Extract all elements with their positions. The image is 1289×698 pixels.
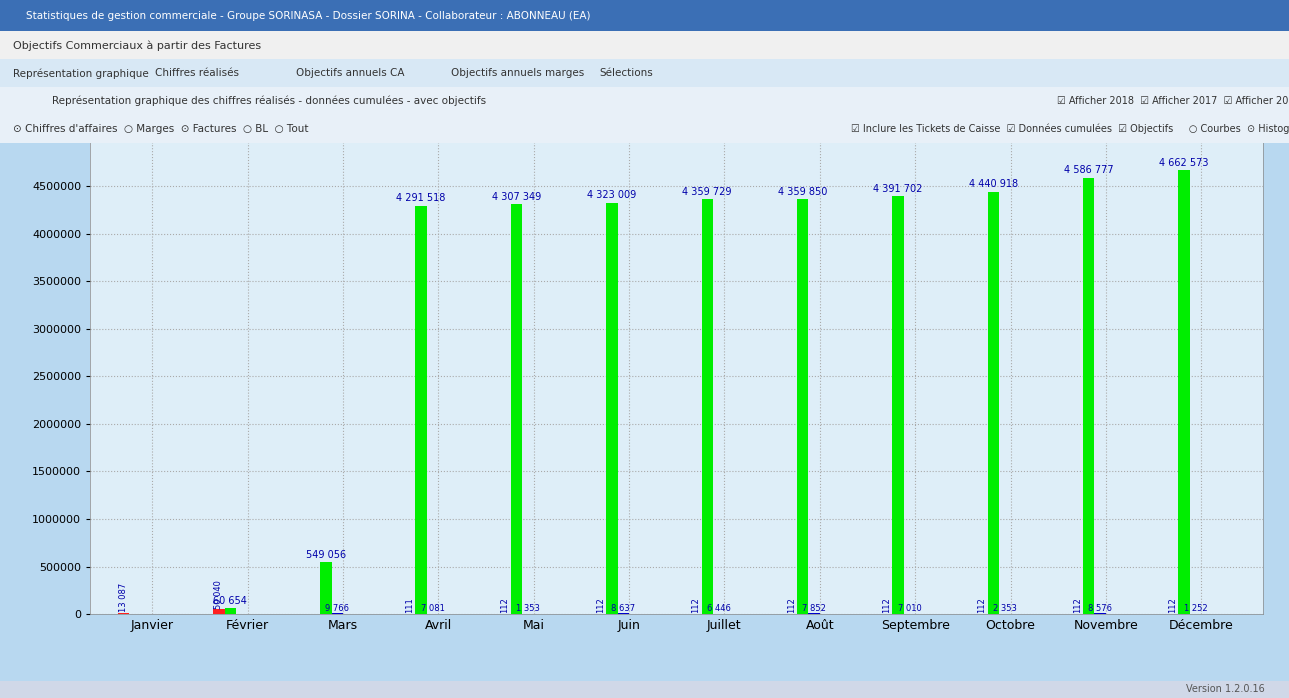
Text: 60 654: 60 654 <box>214 596 247 606</box>
Text: 8 576: 8 576 <box>1088 604 1112 613</box>
Text: 4 359 729: 4 359 729 <box>682 187 732 197</box>
Text: Statistiques de gestion commerciale - Groupe SORINASA - Dossier SORINA - Collabo: Statistiques de gestion commerciale - Gr… <box>26 10 590 21</box>
Text: Objectifs annuels marges: Objectifs annuels marges <box>451 68 584 78</box>
Text: 50 040: 50 040 <box>214 580 223 609</box>
Title: Chiffre d’affaires réalisé 2018: Chiffre d’affaires réalisé 2018 <box>536 66 817 84</box>
Text: 13 087: 13 087 <box>119 583 128 612</box>
Text: 4 440 918: 4 440 918 <box>969 179 1018 189</box>
Text: Chiffres réalisés: Chiffres réalisés <box>155 68 238 78</box>
Bar <box>510 205 522 614</box>
Text: 6 446: 6 446 <box>706 604 731 613</box>
Text: Objectifs annuels CA: Objectifs annuels CA <box>296 68 405 78</box>
Bar <box>987 191 999 614</box>
Bar <box>1178 170 1190 614</box>
Text: 112: 112 <box>1072 597 1081 614</box>
Text: 112: 112 <box>691 597 700 614</box>
Text: ☑ Afficher 2018  ☑ Afficher 2017  ☑ Afficher 2016: ☑ Afficher 2018 ☑ Afficher 2017 ☑ Affich… <box>1057 96 1289 106</box>
Text: Représentation graphique des chiffres réalisés - données cumulées - avec objecti: Représentation graphique des chiffres ré… <box>52 96 486 107</box>
Text: 112: 112 <box>500 597 509 614</box>
Text: 549 056: 549 056 <box>305 549 345 560</box>
Bar <box>1083 178 1094 614</box>
Bar <box>606 202 617 614</box>
Text: 4 586 777: 4 586 777 <box>1063 165 1114 175</box>
Text: Représentation graphique: Représentation graphique <box>13 68 148 79</box>
Bar <box>117 613 129 614</box>
Text: Version 1.2.0.16: Version 1.2.0.16 <box>1186 684 1265 695</box>
Bar <box>213 609 224 614</box>
Text: 4 662 573: 4 662 573 <box>1159 158 1209 168</box>
Text: 112: 112 <box>977 597 986 614</box>
Bar <box>224 609 236 614</box>
Text: 1 252: 1 252 <box>1183 604 1208 614</box>
Text: 4 307 349: 4 307 349 <box>492 192 541 202</box>
Bar <box>320 562 331 614</box>
Text: 4 359 850: 4 359 850 <box>779 187 828 197</box>
Text: ⊙ Chiffres d'affaires  ○ Marges  ⊙ Factures  ○ BL  ○ Tout: ⊙ Chiffres d'affaires ○ Marges ⊙ Facture… <box>13 124 308 134</box>
Legend: CA 2018, CA 2017, CA 2016, Objectifs 2018, Objectifs 2017, Objectifs 2016: CA 2018, CA 2017, CA 2016, Objectifs 201… <box>376 28 977 47</box>
Text: 4 323 009: 4 323 009 <box>588 191 637 200</box>
Text: 112: 112 <box>882 597 891 614</box>
Text: 112: 112 <box>786 597 795 614</box>
Text: 4 391 702: 4 391 702 <box>873 184 923 194</box>
Text: 2 353: 2 353 <box>993 604 1017 614</box>
Bar <box>701 199 713 614</box>
Text: 4 291 518: 4 291 518 <box>397 193 446 203</box>
Text: 7 081: 7 081 <box>420 604 445 613</box>
Text: ☑ Inclure les Tickets de Caisse  ☑ Données cumulées  ☑ Objectifs     ○ Courbes  : ☑ Inclure les Tickets de Caisse ☑ Donnée… <box>851 124 1289 135</box>
Text: 7 010: 7 010 <box>897 604 922 613</box>
Text: 111: 111 <box>405 597 414 614</box>
Bar <box>892 196 904 614</box>
Text: 9 766: 9 766 <box>325 604 349 613</box>
Text: 1 353: 1 353 <box>516 604 540 614</box>
Text: 112: 112 <box>1168 597 1177 614</box>
Text: Sélections: Sélections <box>599 68 654 78</box>
Text: 112: 112 <box>596 597 605 614</box>
Text: 8 637: 8 637 <box>611 604 635 613</box>
Text: 7 852: 7 852 <box>802 604 826 613</box>
Text: Objectifs Commerciaux à partir des Factures: Objectifs Commerciaux à partir des Factu… <box>13 40 260 51</box>
Bar <box>797 199 808 614</box>
Bar <box>415 206 427 614</box>
